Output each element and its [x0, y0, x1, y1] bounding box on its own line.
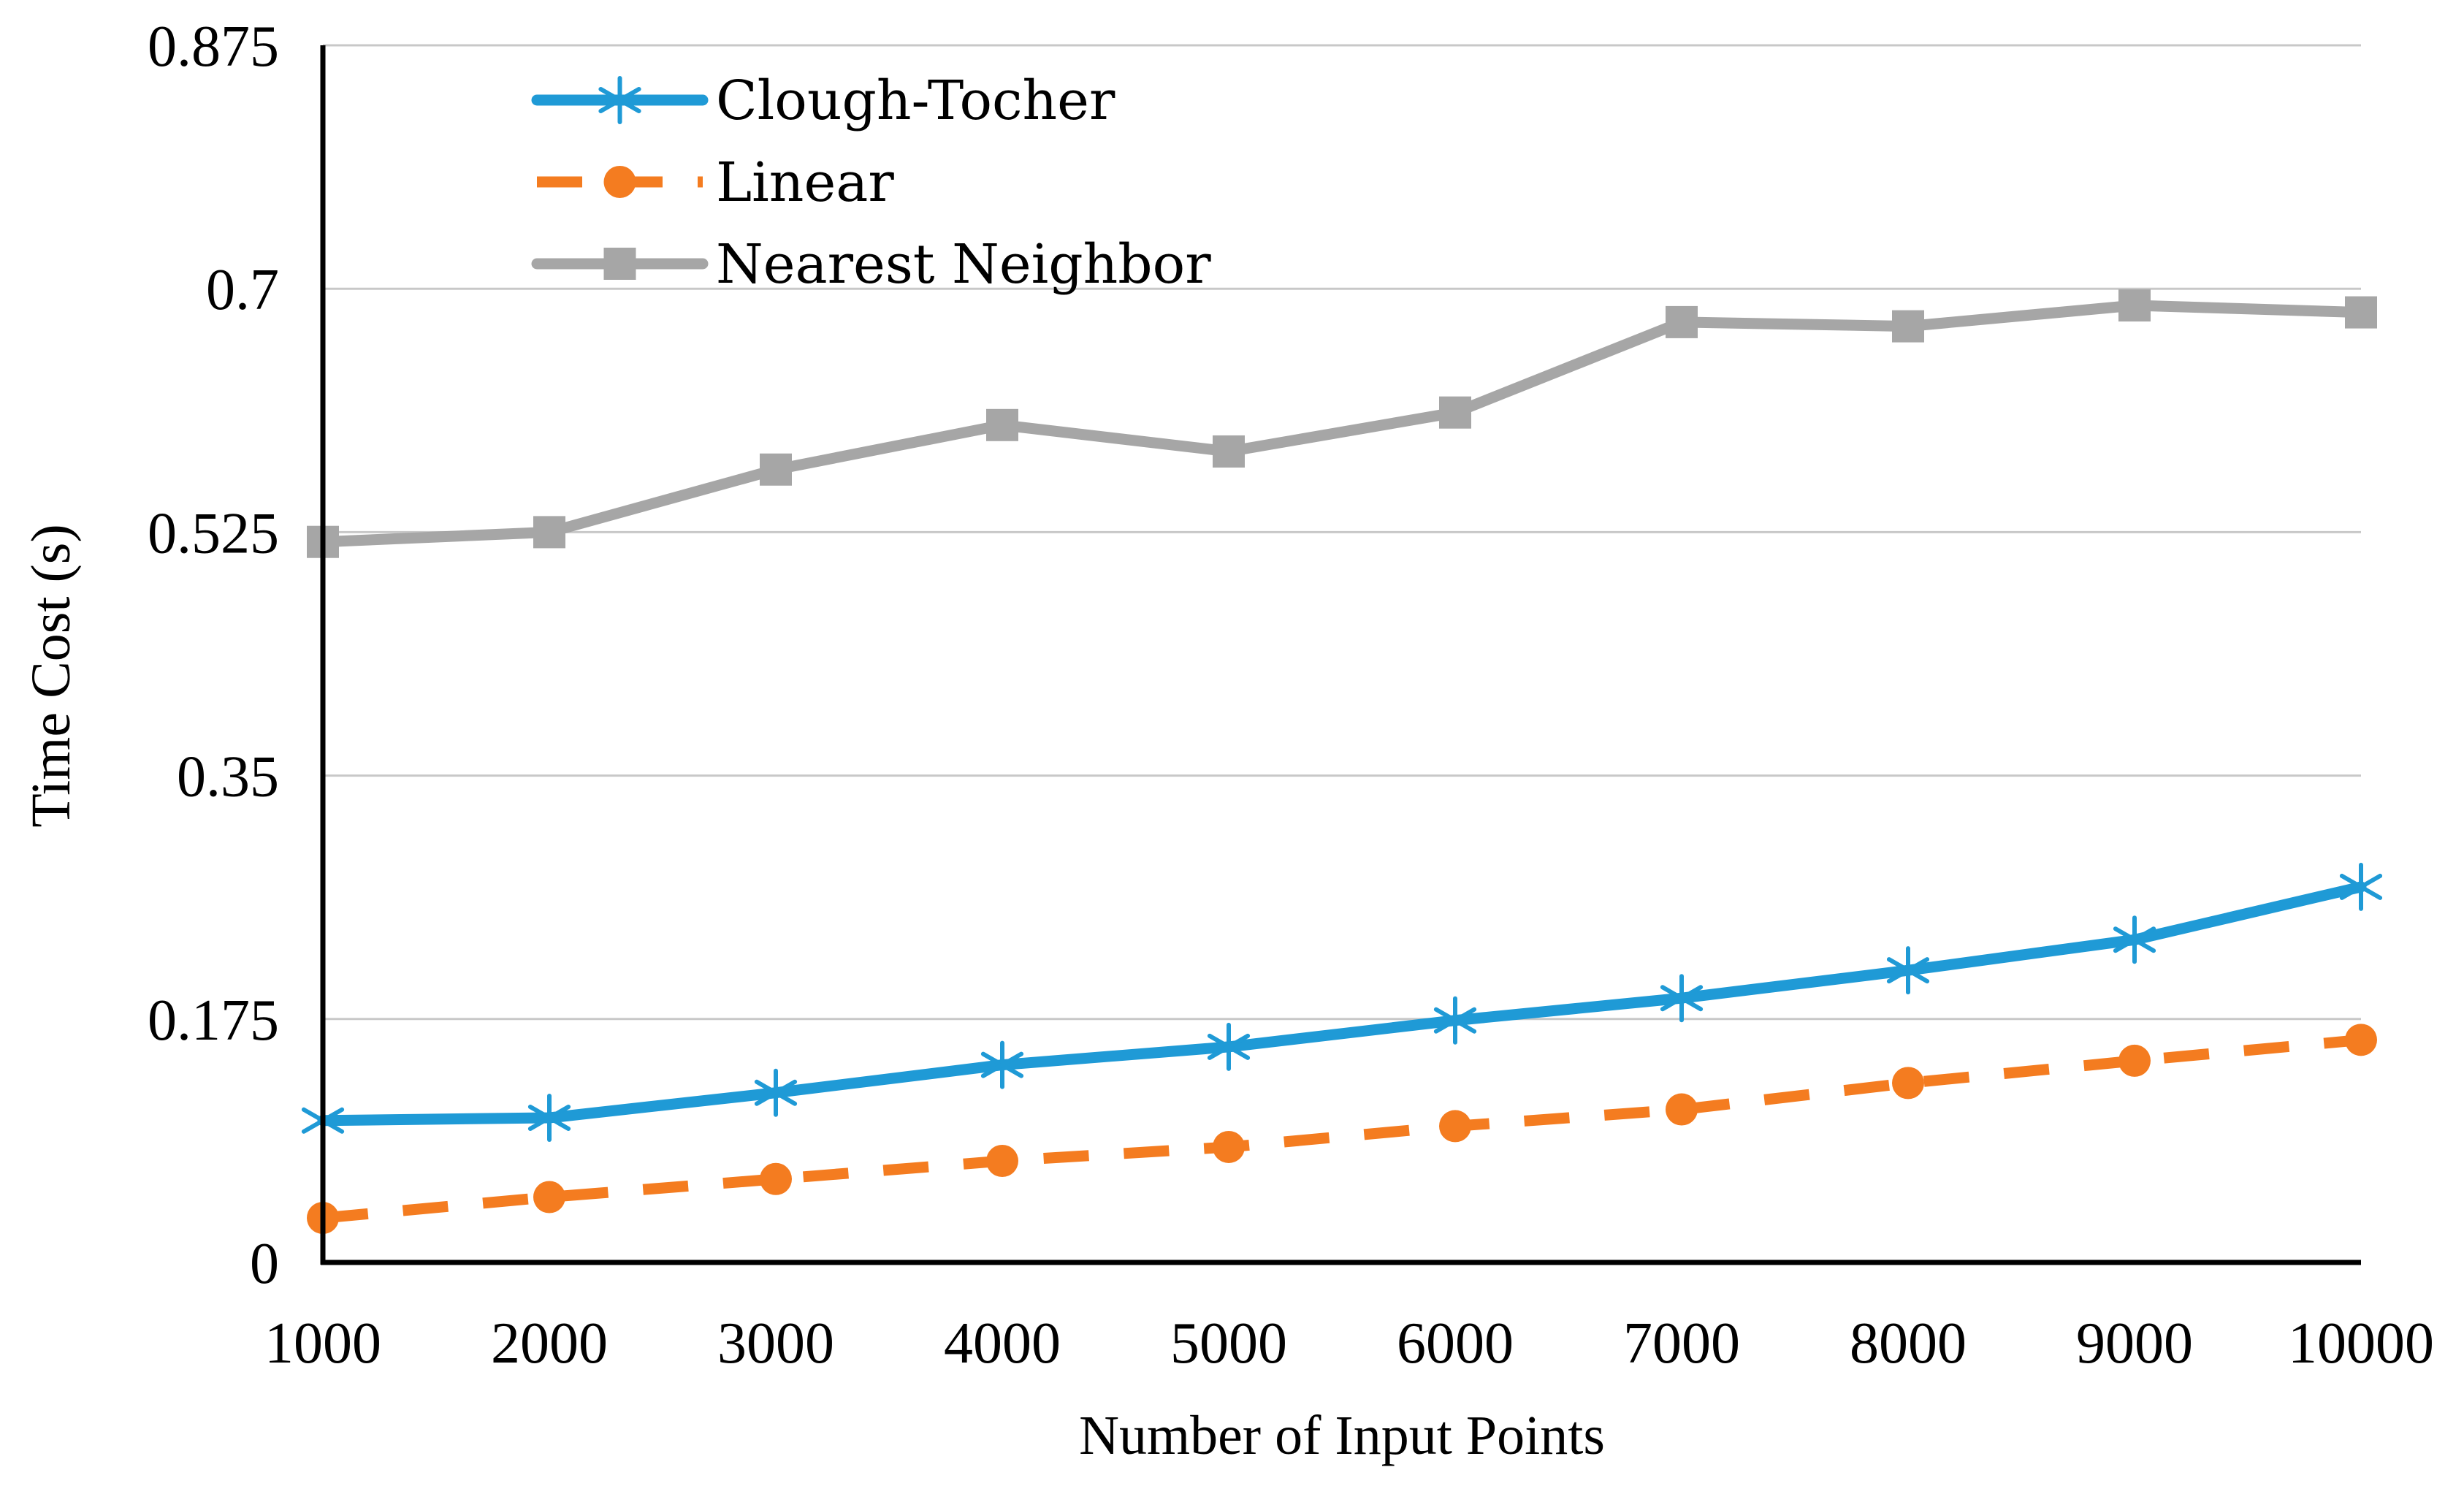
data-point-linear [1213, 1130, 1245, 1163]
data-point-nearest-neighbor [986, 408, 1018, 441]
data-point-linear [533, 1181, 565, 1213]
marker-stroke [754, 1079, 798, 1106]
data-point-nearest-neighbor [2345, 296, 2377, 329]
legend-label: Clough-Tocher [716, 69, 1115, 132]
data-point-linear [760, 1162, 792, 1195]
data-point-linear [1439, 1110, 1471, 1143]
data-point-nearest-neighbor [533, 516, 565, 549]
x-tick-label: 7000 [1623, 1311, 1740, 1376]
marker-stroke [980, 1051, 1024, 1078]
data-point-linear [2118, 1044, 2151, 1077]
data-point-clough-tocher [1886, 946, 1930, 995]
x-tick-label: 9000 [2076, 1311, 2193, 1376]
y-tick-label: 0 [250, 1232, 279, 1296]
marker-stroke [598, 87, 641, 113]
legend-entry-linear: Linear [537, 151, 894, 214]
marker-stroke [2113, 926, 2156, 953]
x-tick-label: 8000 [1850, 1311, 1967, 1376]
y-tick-label: 0.175 [148, 988, 279, 1053]
legend-entry-clough-tocher: Clough-Tocher [531, 69, 1115, 132]
data-point-nearest-neighbor [1892, 310, 1924, 343]
x-tick-label: 2000 [491, 1311, 608, 1376]
x-tick-label: 1000 [264, 1311, 381, 1376]
marker-stroke [1207, 1033, 1251, 1060]
x-tick-label: 3000 [717, 1311, 834, 1376]
marker-stroke [1886, 957, 1930, 984]
x-tick-label: 6000 [1397, 1311, 1514, 1376]
tick-labels: 0 0.175 0.35 0.525 0.7 0.875 1000 2000 3000 4000 5… [148, 15, 2434, 1376]
data-point-clough-tocher [980, 1040, 1024, 1089]
data-point-clough-tocher [1433, 996, 1477, 1045]
series-line-linear [322, 1034, 2362, 1224]
y-tick-label: 0.35 [177, 745, 279, 809]
y-tick-label: 0.7 [206, 258, 279, 322]
legend-entry-nearest-neighbor: Nearest Neighbor [531, 233, 1211, 296]
series-line-clough-tocher [317, 881, 2367, 1127]
data-point-clough-tocher [1660, 974, 1704, 1023]
data-point-clough-tocher [527, 1093, 571, 1142]
x-tick-label: 10000 [2288, 1311, 2434, 1376]
x-tick-label: 5000 [1170, 1311, 1287, 1376]
y-tick-label: 0.525 [148, 501, 279, 565]
series-clough-tocher [301, 862, 2383, 1145]
data-point-linear [1892, 1067, 1924, 1100]
data-point-linear [1666, 1093, 1698, 1126]
grid-lines [323, 44, 2361, 1021]
data-point-clough-tocher [2113, 915, 2156, 964]
series-linear [307, 1024, 2377, 1235]
y-tick-label: 0.875 [148, 15, 279, 79]
data-point-clough-tocher [754, 1068, 798, 1117]
series-line-nearest-neighbor [317, 300, 2367, 548]
marker-stroke [1660, 985, 1704, 1012]
legend: Clough-Tocher Linear Nearest Neighbor [531, 69, 1211, 296]
x-tick-label: 4000 [944, 1311, 1061, 1376]
legend-swatch-marker [603, 248, 636, 280]
x-axis-title: Number of Input Points [1079, 1405, 1605, 1466]
series-nearest-neighbor [307, 289, 2377, 558]
axes [320, 45, 2361, 1265]
series-lines [301, 289, 2383, 1235]
y-axis-title: Time Cost (s) [20, 524, 82, 827]
legend-label: Nearest Neighbor [716, 233, 1211, 296]
data-point-nearest-neighbor [1439, 396, 1471, 429]
data-point-nearest-neighbor [760, 453, 792, 486]
marker-stroke [2339, 873, 2383, 900]
legend-label: Linear [716, 151, 894, 214]
data-point-clough-tocher [2339, 862, 2383, 911]
marker-stroke [1433, 1007, 1477, 1034]
data-point-nearest-neighbor [2118, 289, 2151, 322]
legend-swatch-marker [603, 166, 636, 198]
data-point-linear [2345, 1024, 2377, 1056]
data-point-nearest-neighbor [1666, 305, 1698, 338]
marker-stroke [527, 1104, 571, 1131]
data-point-nearest-neighbor [1213, 435, 1245, 468]
data-point-clough-tocher [1207, 1022, 1251, 1071]
data-point-linear [986, 1145, 1018, 1178]
legend-swatch-marker [598, 76, 641, 124]
